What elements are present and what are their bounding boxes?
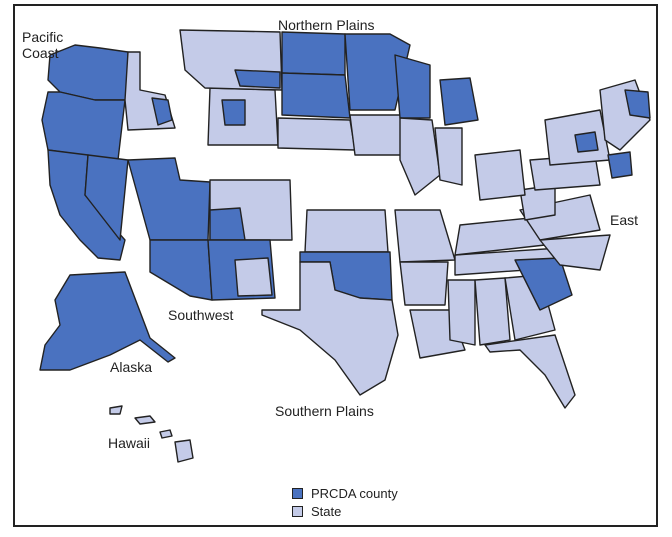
label-pacific-coast-line2: Coast: [22, 45, 59, 61]
state-mississippi: [447, 279, 476, 346]
state-alabama: [474, 277, 511, 346]
legend-label-state: State: [311, 503, 342, 519]
state-indiana: [434, 127, 463, 186]
state-oregon: [41, 91, 126, 161]
state-new-mexico-state: [234, 257, 273, 297]
state-nj-coast-prcda: [607, 151, 633, 179]
state-south-dakota: [281, 72, 351, 119]
state-kansas: [304, 209, 389, 253]
state-wyoming-prcda: [221, 99, 246, 126]
state-florida: [484, 334, 576, 409]
state-hawaii-island-1: [109, 405, 123, 415]
state-nevada: [84, 154, 129, 241]
state-montana-prcda: [234, 69, 281, 89]
state-alaska: [39, 271, 176, 371]
label-southern-plains: Southern Plains: [275, 403, 374, 419]
state-arkansas: [399, 261, 449, 306]
state-iowa: [349, 114, 406, 156]
state-hawaii-island-2: [134, 415, 156, 425]
state-wisconsin: [394, 54, 431, 119]
state-ohio: [474, 149, 526, 201]
label-pacific-coast-line1: Pacific: [22, 29, 63, 45]
legend-label-prcda: PRCDA county: [311, 485, 398, 501]
state-new-york-prcda: [574, 131, 599, 153]
state-texas: [261, 261, 399, 396]
state-north-carolina: [539, 234, 611, 271]
state-utah: [127, 157, 211, 241]
state-south-carolina: [514, 257, 573, 311]
state-colorado-prcda: [209, 207, 246, 241]
legend-item-prcda: PRCDA county: [292, 484, 398, 502]
legend-item-state: State: [292, 502, 398, 520]
state-north-dakota: [281, 31, 346, 76]
label-east: East: [610, 212, 638, 228]
label-alaska: Alaska: [110, 359, 152, 375]
label-hawaii: Hawaii: [108, 435, 150, 451]
legend-swatch-prcda: [292, 487, 303, 499]
state-missouri: [394, 209, 456, 263]
state-hawaii-island-3: [159, 429, 173, 439]
state-illinois: [399, 117, 441, 196]
state-hawaii-island-4: [174, 439, 194, 463]
legend: PRCDA county State: [292, 484, 398, 520]
label-southwest: Southwest: [168, 307, 233, 323]
state-michigan: [439, 77, 479, 126]
legend-swatch-state: [292, 505, 303, 517]
state-idaho-prcda: [151, 97, 173, 126]
state-arizona: [149, 239, 213, 301]
label-northern-plains: Northern Plains: [278, 17, 375, 33]
state-maine-prcda: [624, 89, 651, 119]
state-nebraska: [277, 117, 356, 151]
